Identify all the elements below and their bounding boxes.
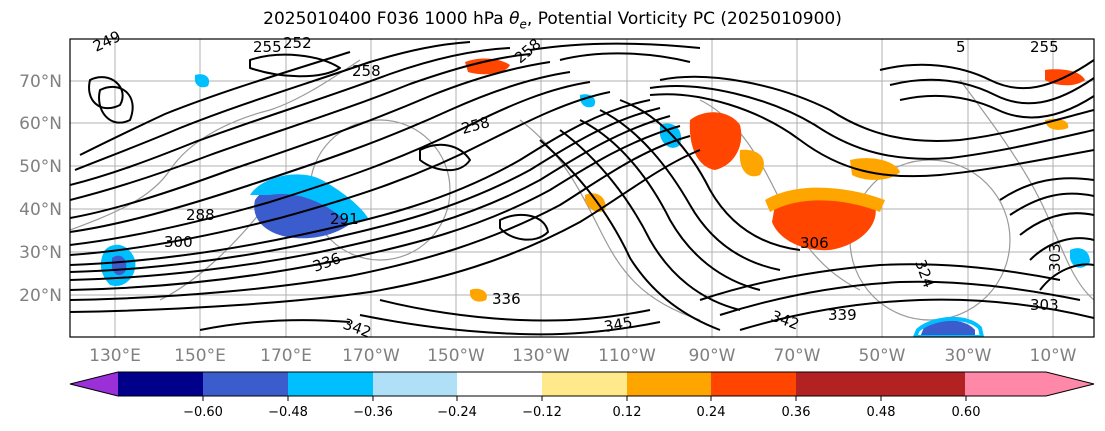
lon-label: 170°W	[342, 346, 400, 366]
colorbar-tick-label: 0.12	[613, 405, 642, 420]
colorbar-tick-label: −0.12	[522, 405, 562, 420]
contour-label: 288	[186, 206, 215, 224]
colorbar-segment	[203, 372, 288, 396]
colorbar-tick-label: 0.48	[867, 405, 896, 420]
colorbar-tick-label: −0.60	[183, 405, 223, 420]
lat-label: 70°N	[19, 72, 62, 92]
lon-label: 70°W	[774, 346, 821, 366]
colorbar-extend-max	[881, 372, 1094, 396]
colorbar-tick-label: 0.36	[782, 405, 811, 420]
colorbar-tick-label: −0.48	[268, 405, 308, 420]
lon-label: 50°W	[859, 346, 906, 366]
map-title: 2025010400 F036 1000 hPa θe, Potential V…	[263, 9, 842, 32]
colorbar-segment	[711, 372, 796, 396]
longitude-labels: 130°E 150°E 170°E 170°W 150°W 130°W 110°…	[89, 346, 1077, 366]
contour-label: 258	[352, 62, 381, 80]
colorbar: −0.60 −0.48 −0.36 −0.24 −0.12 0.12 0.24 …	[69, 371, 1095, 420]
contour-label: 306	[800, 234, 829, 252]
lon-label: 90°W	[689, 346, 736, 366]
lon-label: 30°W	[945, 346, 992, 366]
colorbar-segment	[373, 372, 457, 396]
lon-label: 130°E	[89, 346, 141, 366]
lon-label: 150°E	[174, 346, 226, 366]
contour-label: 255	[253, 38, 282, 56]
lat-label: 50°N	[19, 157, 62, 177]
lat-label: 60°N	[19, 114, 62, 134]
colorbar-outline	[69, 371, 1095, 397]
contour-label: 300	[164, 233, 193, 251]
map-frame	[69, 38, 1095, 338]
lon-label: 130°W	[512, 346, 570, 366]
lat-label: 40°N	[19, 200, 62, 220]
colorbar-segment	[542, 372, 627, 396]
contour-label: 291	[330, 210, 359, 228]
colorbar-segment	[796, 372, 881, 396]
colorbar-tick-label: 0.60	[952, 405, 981, 420]
colorbar-segment	[288, 372, 373, 396]
negative-anomaly-south	[920, 320, 975, 337]
contour-label: 339	[828, 306, 857, 324]
colorbar-tick-label: 0.24	[697, 405, 726, 420]
contour-label: 303	[1030, 296, 1059, 314]
lon-label: 150°W	[427, 346, 485, 366]
contour-label: 255	[1030, 38, 1059, 56]
colorbar-segment	[457, 372, 542, 396]
lon-label: 10°W	[1030, 346, 1077, 366]
contour-label: 303	[1046, 243, 1064, 272]
contour-label: 252	[283, 34, 312, 52]
lat-label: 20°N	[19, 286, 62, 306]
lat-label: 30°N	[19, 243, 62, 263]
contour-label: 336	[492, 290, 521, 308]
contour-label: 5	[956, 38, 966, 56]
positive-anomaly-north-atlantic	[689, 112, 742, 170]
positive-anomaly-arctic	[465, 58, 510, 75]
positive-anomaly-atlantic	[772, 194, 876, 251]
colorbar-segment	[118, 372, 203, 396]
colorbar-tick-label: −0.24	[437, 405, 477, 420]
theta-e-contours	[70, 41, 1094, 336]
lon-label: 110°W	[598, 346, 656, 366]
colorbar-tick-label: −0.36	[353, 405, 393, 420]
contour-label: 345	[603, 313, 634, 336]
lon-label: 170°E	[260, 346, 312, 366]
colorbar-extend-min	[70, 372, 118, 396]
map-plot-area	[70, 39, 1094, 337]
latitude-labels: 70°N 60°N 50°N 40°N 30°N 20°N	[19, 72, 62, 306]
colorbar-segment	[627, 372, 711, 396]
